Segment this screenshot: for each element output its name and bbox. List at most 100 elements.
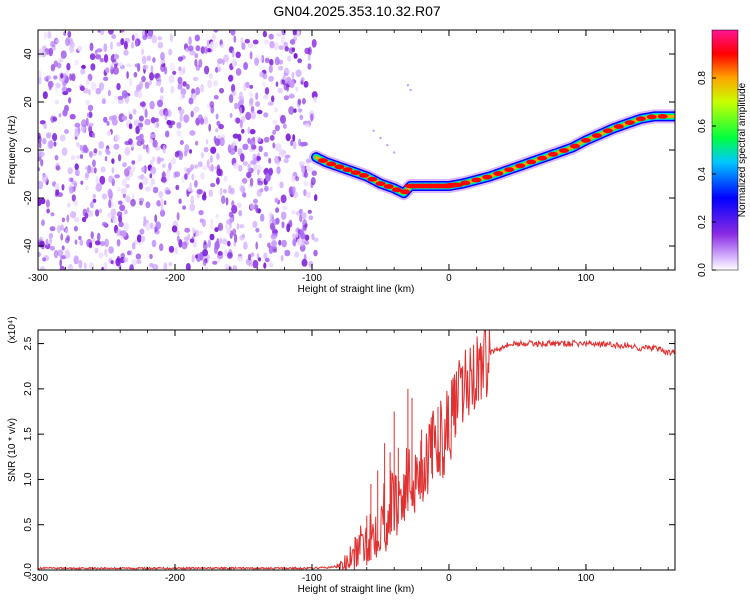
spectrogram-noise-blob <box>79 239 84 246</box>
spectrogram-noise-blob <box>139 200 143 206</box>
spectrogram-noise-blob <box>206 39 210 47</box>
spectrogram-noise-blob <box>175 184 180 191</box>
spectrogram-noise-blob <box>250 252 255 257</box>
spectrogram-noise-blob <box>203 146 209 153</box>
spectrogram-noise-blob <box>160 176 167 183</box>
spectrogram-noise-blob <box>202 241 208 250</box>
spectrogram-noise-blob <box>106 121 110 126</box>
y-tick-label: 40 <box>23 48 34 60</box>
spectrogram-noise-blob <box>288 186 294 195</box>
spectrogram-noise-blob <box>108 199 112 209</box>
spectrogram-noise-blob <box>131 259 138 266</box>
spectrogram-noise-blob <box>211 33 216 41</box>
spectrogram-noise-blob <box>45 132 52 139</box>
spectrogram-noise-blob <box>142 176 149 186</box>
spectrogram-noise-blob <box>228 74 233 82</box>
spectrogram-noise-blob <box>71 194 76 202</box>
spectrogram-noise-blob <box>49 226 56 232</box>
spectrogram-noise-blob <box>297 30 300 38</box>
spectrogram-noise-blob <box>116 83 121 91</box>
spectrogram-noise-blob <box>289 79 295 89</box>
spectrogram-noise-blob <box>241 128 245 134</box>
spectrogram-noise-blob <box>280 114 286 124</box>
spectrogram-noise-blob <box>209 41 214 50</box>
spectrogram-noise-blob <box>134 38 139 48</box>
snr-frame <box>37 329 676 571</box>
spectrogram-noise-blob <box>303 171 308 178</box>
spectrogram-noise-blob <box>215 128 219 133</box>
spectrogram-noise-blob <box>249 137 256 147</box>
spectrogram-noise-blob <box>129 264 134 270</box>
spectrogram-noise-blob <box>103 54 109 63</box>
spectrogram-noise-blob <box>292 186 296 194</box>
spectrogram-noise-blob <box>308 260 314 268</box>
spectrogram-noise-blob <box>280 194 287 204</box>
spectrogram-ridge-peak <box>515 163 526 169</box>
spectrogram-noise-blob <box>137 63 141 72</box>
spectrogram-noise-blob <box>178 239 183 248</box>
spectrogram-noise-blob <box>135 125 140 135</box>
spectrogram-noise-blob <box>168 162 172 171</box>
spectrogram-noise-blob <box>311 233 315 241</box>
spectrogram-noise-blob <box>188 36 192 46</box>
spectrogram-noise-blob <box>217 222 224 231</box>
spectrogram-noise-blob <box>272 219 278 226</box>
spectrogram-noise-blob <box>202 249 209 257</box>
spectrogram-noise-blob <box>97 30 101 33</box>
spectrogram-noise-blob <box>190 195 195 202</box>
spectrogram-noise-blob <box>150 178 155 185</box>
spectrogram-noise-blob <box>272 119 278 125</box>
snr-x-label: Height of straight line (km) <box>298 584 415 595</box>
spectrogram-noise-blob <box>307 167 314 172</box>
spectrogram-noise-blob <box>53 249 59 259</box>
spectrogram-noise-blob <box>38 180 44 190</box>
spectrogram-noise-blob <box>126 250 132 256</box>
spectrogram-ridge-peak <box>445 182 464 188</box>
spectrogram-noise-blob <box>39 120 46 125</box>
spectrogram-noise-blob <box>269 135 275 141</box>
spectrogram-noise-blob <box>190 188 195 194</box>
spectrogram-noise-blob <box>144 186 151 192</box>
spectrogram-noise-blob <box>89 262 95 270</box>
spectrogram-noise-blob <box>48 47 54 57</box>
spectrogram-x-axis: -300 -200 -100 0 100 <box>28 30 669 284</box>
spectrogram-noise-blob <box>245 81 250 89</box>
spectrogram-noise-blob <box>220 44 225 48</box>
spectrogram-noise-blob <box>159 209 166 217</box>
spectrogram-noise-blob <box>170 33 173 43</box>
spectrogram-ridge-peak <box>602 128 613 134</box>
spectrogram-noise-blob <box>258 257 261 262</box>
spectrogram-noise-blob <box>210 146 217 154</box>
spectrogram-noise-blob <box>240 185 245 194</box>
spectrogram-noise-blob <box>139 81 143 90</box>
spectrogram-noise-blob <box>187 233 191 241</box>
x-tick-label: -200 <box>165 573 185 584</box>
spectrogram-noise-blob <box>86 78 90 86</box>
spectrogram-noise-blob <box>259 188 264 193</box>
spectrogram-noise-blob <box>156 200 162 207</box>
spectrogram-noise-blob <box>219 187 223 196</box>
spectrogram-noise-blob <box>280 35 285 44</box>
spectrogram-noise-blob <box>271 95 275 103</box>
spectrogram-noise-blob <box>275 81 279 87</box>
spectrogram-noise-blob <box>136 234 142 243</box>
spectrogram-noise-blob <box>179 93 183 101</box>
spectrogram-noise-blob <box>178 66 182 71</box>
spectrogram-noise-blob <box>55 39 60 44</box>
spectrogram-noise-blob <box>240 36 244 45</box>
spectrogram-noise-blob <box>297 58 303 64</box>
spectrogram-noise-blob <box>249 91 253 98</box>
spectrogram-noise-blob <box>154 214 158 223</box>
spectrogram-noise-blob <box>89 151 93 158</box>
spectrogram-noise-blob <box>289 39 296 45</box>
spectrogram-ridge-peak <box>326 161 337 167</box>
spectrogram-noise-blob <box>253 198 258 204</box>
spectrogram-noise-blob <box>120 187 127 195</box>
spectrogram-noise-blob <box>301 258 308 267</box>
spectrogram-noise-blob <box>99 175 106 185</box>
spectrogram-noise-blob <box>148 80 152 86</box>
spectrogram-noise-blob <box>164 187 171 195</box>
spectrogram-noise-blob <box>228 94 234 103</box>
spectrogram-noise-blob <box>268 33 274 40</box>
spectrogram-noise-blob <box>257 180 264 186</box>
